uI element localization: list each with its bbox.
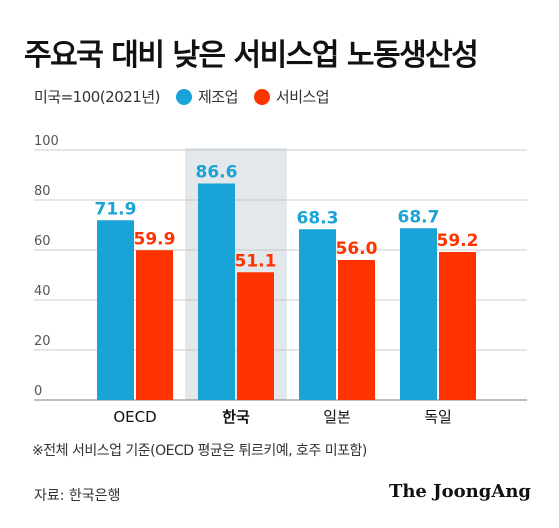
data-label: 71.9	[95, 199, 137, 219]
brand-logo: The JoongAng	[388, 481, 531, 502]
bar	[136, 250, 173, 400]
category-label: OECD	[113, 408, 156, 426]
legend-item-manufacturing: 제조업	[175, 86, 238, 107]
data-label: 68.3	[297, 208, 339, 228]
category-label: 한국	[222, 408, 250, 426]
bar	[198, 183, 235, 400]
bar	[338, 260, 375, 400]
data-label: 86.6	[196, 163, 238, 183]
data-label: 59.9	[134, 229, 176, 249]
y-tick-label: 100	[34, 134, 59, 149]
bar-chart: 0 20 40 60 80 100 71.9 86.6 68.3 68.7 59.9 51.1 56.0…	[34, 134, 527, 426]
footnote: ※전체 서비스업 기준(OECD 평균은 튀르키예, 호주 미포함)	[32, 443, 367, 459]
y-tick-label: 0	[34, 384, 42, 399]
legend-dot-services	[253, 88, 270, 105]
unit-note: 미국=100(2021년)	[34, 88, 160, 106]
chart-title: 주요국 대비 낮은 서비스업 노동생산성	[24, 38, 479, 73]
y-tick-label: 40	[34, 284, 51, 299]
legend-item-services: 서비스업	[253, 86, 330, 107]
bar	[439, 252, 476, 400]
data-label: 59.2	[437, 231, 479, 251]
legend-dot-manufacturing	[175, 88, 192, 105]
category-label: 일본	[323, 408, 351, 426]
legend-label-services: 서비스업	[275, 88, 330, 106]
bar	[237, 272, 274, 400]
bar	[97, 220, 134, 400]
data-label: 68.7	[398, 207, 440, 227]
category-label: 독일	[424, 408, 452, 426]
y-tick-label: 60	[34, 234, 51, 249]
data-label: 56.0	[336, 239, 378, 259]
source-note: 자료: 한국은행	[34, 488, 121, 504]
data-label: 51.1	[235, 251, 277, 271]
legend: 미국=100(2021년) 제조업 서비스업	[34, 86, 330, 107]
bar	[400, 228, 437, 400]
y-tick-label: 20	[34, 334, 51, 349]
y-tick-label: 80	[34, 184, 51, 199]
legend-label-manufacturing: 제조업	[197, 88, 238, 106]
bar	[299, 229, 336, 400]
